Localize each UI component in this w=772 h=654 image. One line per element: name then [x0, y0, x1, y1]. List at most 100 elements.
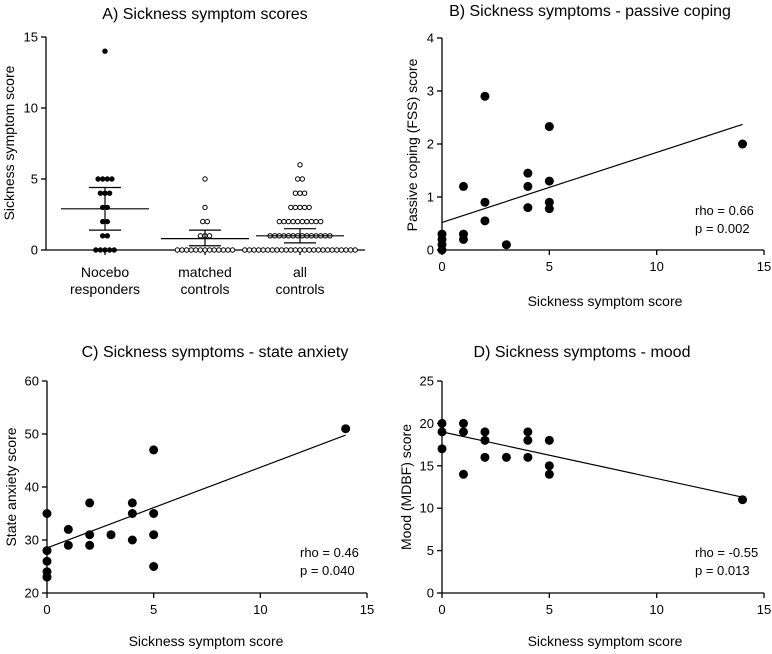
panel-a-data-point — [288, 204, 294, 211]
panel-d-data-point — [501, 452, 511, 462]
panel-b-data-point — [523, 181, 533, 191]
panel-a-data-point — [343, 247, 349, 253]
panel-c-x-tick-label: 0 — [43, 602, 50, 617]
panel-a-data-point — [301, 204, 308, 211]
panel-a-data-point — [299, 176, 305, 182]
panel-a-data-point — [106, 247, 113, 253]
panel-a-data-point — [200, 218, 206, 225]
panel-d-data-point — [480, 427, 490, 437]
panel-d-data-point — [480, 452, 490, 462]
panel-a-category-label: all — [293, 264, 307, 280]
panel-d-regression-line — [441, 431, 743, 498]
panel-a-data-point — [251, 247, 257, 253]
panel-a-data-point — [197, 233, 204, 239]
panel-a-data-point — [225, 247, 231, 253]
panel-a-category-label: matched — [178, 264, 232, 280]
panel-c-data-point — [63, 540, 73, 550]
panel-d-data-point — [458, 418, 468, 428]
panel-a-y-tick-label: 15 — [24, 30, 38, 45]
panel-c-p-label: p = 0.040 — [300, 563, 355, 578]
panel-b-y-tick-label: 4 — [427, 31, 434, 46]
panel-a-plot-area: 051015Noceborespondersmatchedcontrolsall… — [24, 30, 365, 297]
panel-a-data-point — [111, 247, 117, 253]
panel-a-data-point — [204, 218, 211, 225]
panel-d-plot-area: 0 5 10 15 20 25 0 5 10 15 — [420, 374, 772, 618]
panel-d-rho-label: rho = -0.55 — [695, 545, 758, 560]
panel-b-title: B) Sickness symptoms - passive coping — [449, 3, 731, 20]
panel-d-y-tick-label: 5 — [427, 543, 434, 558]
panel-a-sickness-symptom-scores: A) Sickness symptom scores Sickness symp… — [1, 6, 365, 297]
panel-b-x-axis-label: Sickness symptom score — [528, 293, 683, 309]
panel-a-data-point — [306, 247, 312, 253]
panel-a-data-point — [301, 247, 308, 253]
panel-b-data-point — [544, 122, 554, 132]
panel-c-data-point — [85, 530, 95, 540]
panel-a-data-point — [97, 190, 104, 196]
panel-a-y-axis-label: Sickness symptom score — [1, 65, 17, 220]
panel-d-data-point — [480, 435, 490, 445]
panel-a-data-point — [299, 218, 305, 225]
panel-a-category-label: controls — [180, 281, 229, 297]
panel-d-data-point — [437, 444, 447, 454]
panel-a-y-tick-label: 5 — [31, 172, 38, 187]
panel-a-data-point — [292, 190, 299, 196]
panel-a-data-point — [193, 247, 199, 253]
panel-a-data-point — [329, 247, 335, 253]
panel-c-data-point — [42, 509, 52, 518]
panel-a-data-point — [290, 218, 296, 225]
panel-b-y-axis-label: Passive coping (FSS) score — [404, 58, 420, 231]
panel-b-data-point — [544, 197, 554, 207]
panel-d-data-point — [523, 427, 533, 437]
panel-c-regression-line — [46, 434, 346, 549]
panel-c-data-point — [42, 572, 52, 582]
panel-d-data-point — [544, 461, 554, 471]
panel-d-y-tick-label: 20 — [420, 416, 434, 431]
panel-a-data-point — [338, 247, 345, 253]
panel-a-data-point — [188, 247, 194, 253]
panel-a-data-point — [315, 247, 322, 253]
panel-b-data-point — [544, 204, 554, 214]
panel-a-data-point — [297, 162, 303, 168]
panel-a-data-point — [211, 247, 217, 253]
panel-d-data-point — [523, 452, 533, 462]
panel-a-category-label: responders — [70, 281, 140, 297]
panel-a-data-point — [306, 204, 312, 211]
panel-d-data-point — [437, 427, 447, 437]
panel-a-data-point — [174, 247, 181, 253]
panel-b-data-point — [480, 91, 490, 101]
panel-a-data-point — [295, 218, 301, 225]
panel-a-data-point — [297, 204, 303, 211]
panel-a-data-point — [308, 218, 315, 225]
panel-c-y-tick-label: 40 — [25, 480, 39, 495]
panel-d-y-tick-label: 0 — [427, 586, 434, 601]
panel-d-data-point — [544, 469, 554, 479]
panel-a-data-point — [242, 247, 248, 253]
panel-c-data-point — [106, 530, 116, 540]
panel-a-data-point — [95, 176, 101, 182]
panel-a-data-point — [288, 247, 294, 253]
panel-a-data-point — [297, 190, 303, 196]
panel-a-data-point — [97, 247, 104, 253]
panel-a-data-point — [260, 247, 266, 253]
panel-a-y-tick-label: 0 — [31, 243, 38, 258]
panel-a-data-point — [334, 247, 340, 253]
panel-b-data-point — [738, 139, 748, 149]
panel-a-data-point — [202, 176, 208, 182]
panel-c-data-point — [42, 556, 52, 566]
panel-b-plot-area: 0 1 2 3 4 0 5 10 15 — [427, 31, 771, 275]
panel-c-data-point — [85, 540, 95, 550]
panel-c-data-point — [127, 535, 137, 545]
panel-b-data-point — [523, 203, 533, 213]
panel-a-data-point — [301, 190, 308, 196]
panel-a-data-point — [255, 247, 262, 253]
panel-d-data-point — [458, 427, 468, 437]
panel-a-data-point — [311, 247, 317, 253]
panel-a-title: A) Sickness symptom scores — [102, 6, 307, 23]
panel-a-data-point — [292, 204, 299, 211]
panel-c-data-point — [149, 445, 159, 455]
panel-b-y-tick-label: 2 — [427, 137, 434, 152]
panel-a-data-point — [102, 48, 108, 54]
panel-a-data-point — [100, 218, 106, 225]
panel-c-data-point — [149, 530, 159, 540]
